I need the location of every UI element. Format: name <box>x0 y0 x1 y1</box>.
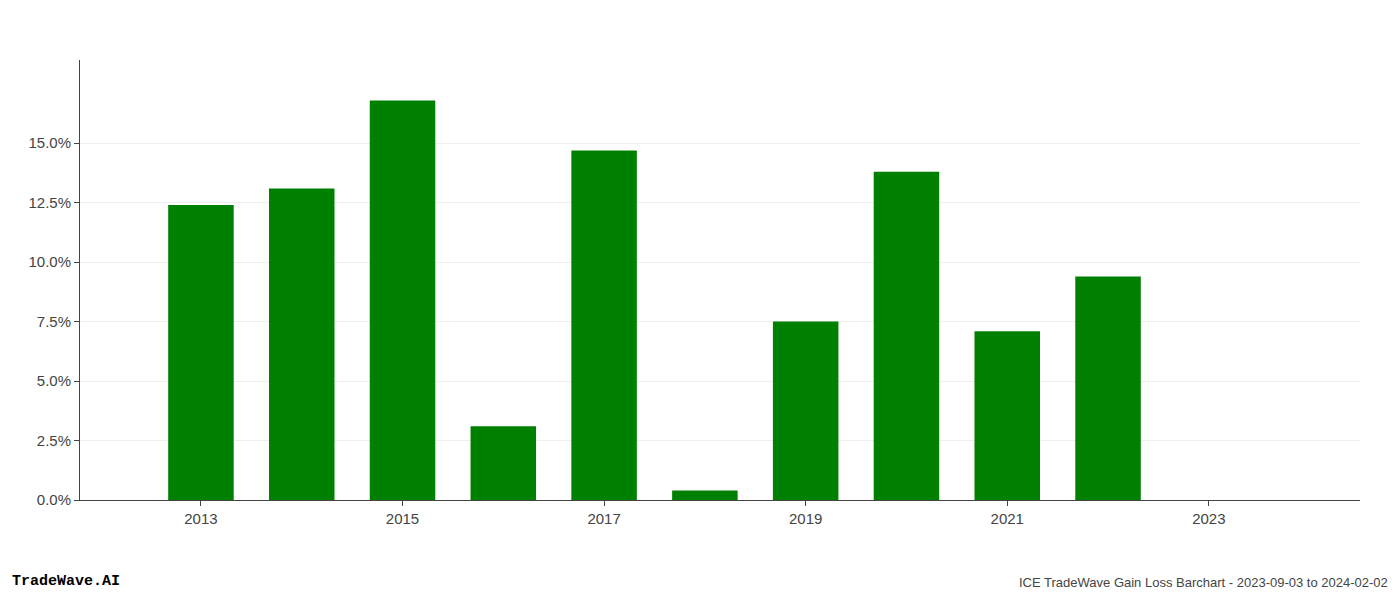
svg-text:2013: 2013 <box>184 510 217 527</box>
svg-text:2021: 2021 <box>991 510 1024 527</box>
svg-text:5.0%: 5.0% <box>37 372 71 389</box>
svg-text:10.0%: 10.0% <box>28 253 71 270</box>
svg-text:7.5%: 7.5% <box>37 313 71 330</box>
svg-text:TradeWave.AI: TradeWave.AI <box>12 573 120 590</box>
svg-text:2017: 2017 <box>587 510 620 527</box>
svg-text:2019: 2019 <box>789 510 822 527</box>
svg-text:15.0%: 15.0% <box>28 134 71 151</box>
svg-text:12.5%: 12.5% <box>28 194 71 211</box>
svg-text:0.0%: 0.0% <box>37 491 71 508</box>
svg-text:2015: 2015 <box>386 510 419 527</box>
svg-text:ICE TradeWave Gain Loss Barcha: ICE TradeWave Gain Loss Barchart - 2023-… <box>1019 575 1388 590</box>
svg-text:2023: 2023 <box>1192 510 1225 527</box>
svg-text:2.5%: 2.5% <box>37 432 71 449</box>
